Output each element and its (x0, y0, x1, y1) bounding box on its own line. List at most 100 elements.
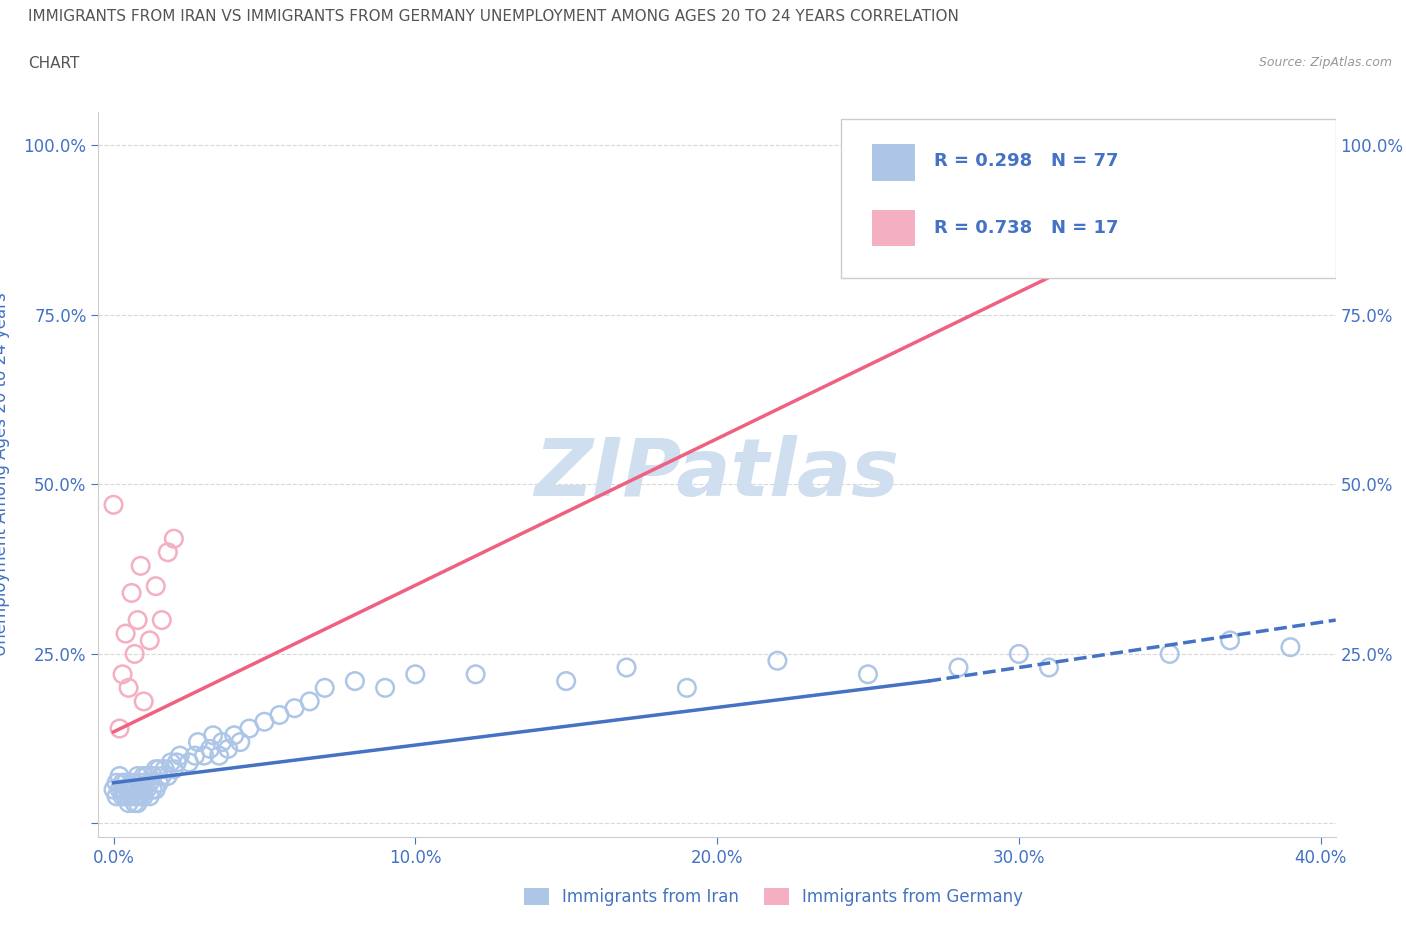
Point (138, 633, 160, 648)
Point (103, 498, 125, 512)
Point (111, 789, 134, 804)
Point (211, 735, 233, 750)
Point (374, 681, 396, 696)
Point (129, 789, 152, 804)
Point (145, 578, 167, 593)
Point (121, 789, 143, 804)
Point (184, 749, 207, 764)
Y-axis label: Unemployment Among Ages 20 to 24 years: Unemployment Among Ages 20 to 24 years (0, 292, 10, 657)
Point (1159, 646, 1181, 661)
Point (108, 768, 131, 783)
Point (177, 755, 200, 770)
Point (108, 782, 131, 797)
Point (202, 728, 225, 743)
Point (127, 789, 149, 804)
Point (156, 545, 179, 560)
Point (153, 762, 176, 777)
Point (121, 586, 143, 601)
Text: R = 0.298   N = 77: R = 0.298 N = 77 (934, 152, 1118, 170)
Point (766, 653, 789, 668)
Point (676, 681, 699, 696)
Point (253, 714, 276, 729)
Point (127, 768, 149, 783)
Point (1279, 219, 1302, 234)
Point (127, 782, 149, 797)
Point (111, 667, 134, 682)
Point (269, 708, 291, 723)
Point (208, 749, 231, 764)
Point (1279, 640, 1302, 655)
Point (1038, 660, 1060, 675)
Point (114, 789, 136, 804)
Point (148, 776, 170, 790)
Point (1219, 633, 1241, 648)
Point (187, 735, 209, 750)
Point (135, 782, 157, 797)
Point (124, 646, 146, 661)
Point (616, 660, 638, 675)
Point (193, 749, 215, 764)
Point (229, 735, 252, 750)
Point (127, 613, 149, 628)
Point (105, 789, 128, 804)
Point (103, 782, 125, 797)
Point (117, 782, 139, 797)
Point (105, 776, 128, 790)
Point (111, 782, 134, 797)
Point (124, 789, 146, 804)
Point (156, 768, 179, 783)
Point (217, 741, 239, 756)
FancyBboxPatch shape (872, 144, 915, 180)
Point (138, 789, 160, 804)
Point (124, 776, 146, 790)
Point (1008, 646, 1031, 661)
Point (166, 755, 188, 770)
Point (129, 776, 152, 790)
FancyBboxPatch shape (841, 119, 1336, 278)
Point (150, 768, 173, 783)
Point (132, 782, 155, 797)
Point (198, 741, 221, 756)
Point (117, 789, 139, 804)
Text: IMMIGRANTS FROM IRAN VS IMMIGRANTS FROM GERMANY UNEMPLOYMENT AMONG AGES 20 TO 24: IMMIGRANTS FROM IRAN VS IMMIGRANTS FROM … (28, 9, 959, 24)
Point (150, 613, 173, 628)
Point (856, 667, 879, 682)
Point (108, 721, 131, 736)
Point (148, 762, 170, 777)
Text: CHART: CHART (28, 56, 80, 71)
FancyBboxPatch shape (872, 209, 915, 246)
Point (117, 796, 139, 811)
Point (464, 667, 486, 682)
Point (163, 531, 186, 546)
Point (160, 755, 183, 770)
Text: ZIPatlas: ZIPatlas (534, 435, 900, 513)
Point (138, 776, 160, 790)
Point (132, 768, 155, 783)
Point (224, 728, 246, 743)
Point (132, 789, 155, 804)
Point (948, 660, 970, 675)
Point (145, 762, 167, 777)
Point (127, 796, 149, 811)
Point (124, 796, 146, 811)
Point (117, 681, 139, 696)
Point (298, 694, 321, 709)
Point (129, 558, 152, 573)
Point (145, 782, 167, 797)
Point (114, 776, 136, 790)
Legend: Immigrants from Iran, Immigrants from Germany: Immigrants from Iran, Immigrants from Ge… (517, 881, 1029, 912)
Point (238, 721, 260, 736)
Point (343, 673, 366, 688)
Point (142, 768, 165, 783)
Point (163, 762, 186, 777)
Text: R = 0.738   N = 17: R = 0.738 N = 17 (934, 219, 1118, 236)
Point (314, 681, 336, 696)
Point (135, 768, 157, 783)
Point (114, 626, 136, 641)
Point (121, 782, 143, 797)
Point (132, 694, 155, 709)
Point (1159, 145, 1181, 160)
Text: Source: ZipAtlas.com: Source: ZipAtlas.com (1258, 56, 1392, 69)
Point (111, 776, 134, 790)
Point (169, 749, 191, 764)
